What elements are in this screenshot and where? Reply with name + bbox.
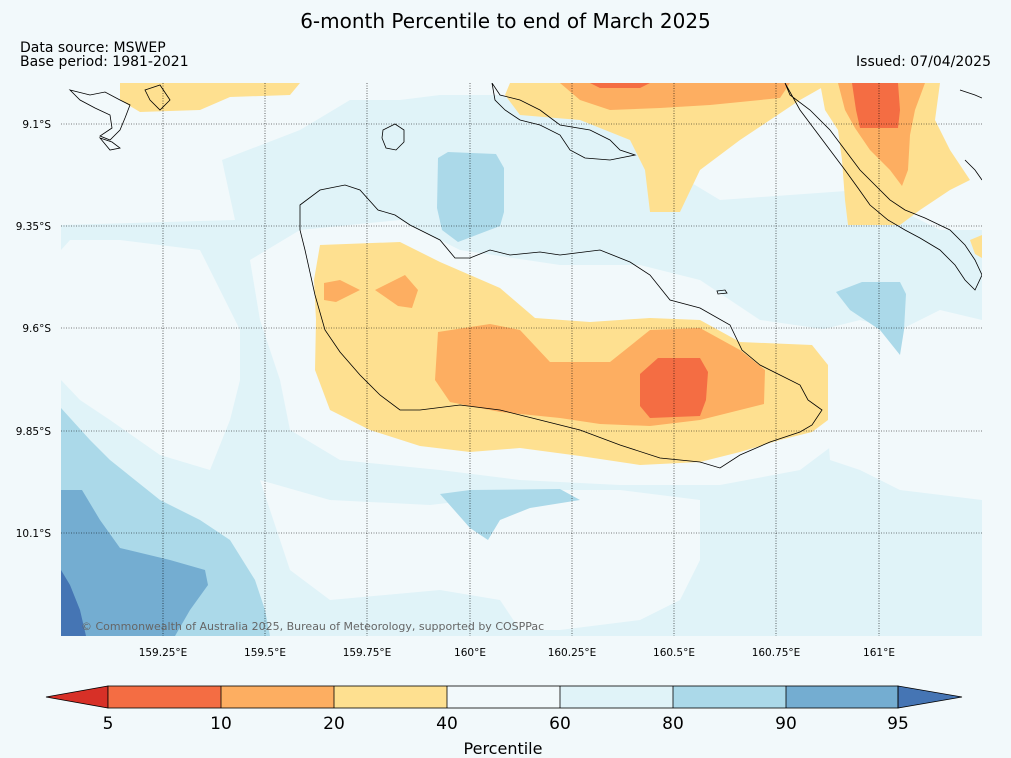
band-40-60-lower (260, 480, 700, 630)
colorbar-segment-5-10 (108, 686, 221, 708)
colorbar-tick: 95 (887, 714, 909, 734)
lat-label: 10.1°S (16, 528, 52, 540)
lon-label: 160.25°E (548, 647, 597, 659)
band-10-20-top-centre (560, 83, 790, 110)
colorbar-segment-10-20 (221, 686, 334, 708)
lat-label: 9.35°S (16, 221, 52, 233)
colorbar-segment-60-80 (560, 686, 673, 708)
coastline-guadalcanal (299, 184, 823, 469)
lat-label: 9.6°S (22, 323, 51, 335)
map-area (61, 83, 982, 636)
colorbar-frame (107, 685, 899, 709)
colorbar-segment-90-95 (786, 686, 898, 708)
colorbar-label: Percentile (464, 739, 543, 758)
map-title: 6-month Percentile to end of March 2025 (300, 9, 711, 33)
band-40-60-mid-right (820, 310, 982, 500)
coastlines (68, 83, 982, 469)
colorbar-dividers (220, 686, 787, 708)
band-above-95-southwest (61, 570, 86, 636)
band-5-10-top-centre (590, 83, 650, 88)
lat-label: 9.1°S (22, 119, 51, 131)
colorbar-tick: 5 (103, 714, 114, 734)
colorbar-tick: 90 (775, 714, 797, 734)
colorbar-ticks: 5 10 20 40 60 80 90 95 (103, 714, 909, 734)
colorbar: 5 10 20 40 60 80 90 95 Percentile (45, 685, 963, 758)
band-10-20-west-blob-1 (324, 280, 360, 302)
colorbar-extend-low (45, 685, 109, 709)
band-5-10-top-right (852, 83, 900, 128)
colorbar-tick: 60 (549, 714, 571, 734)
band-80-90-south-centre (440, 489, 580, 540)
colorbar-tick: 20 (323, 714, 345, 734)
band-10-20-west-blob-2 (375, 275, 418, 308)
colorbar-segment-40-60 (447, 686, 560, 708)
longitude-labels: 159.25°E 159.5°E 159.75°E 160°E 160.25°E… (139, 647, 895, 659)
coastline-savo-island (381, 123, 405, 151)
band-80-90-north (437, 152, 504, 242)
colorbar-tick: 10 (210, 714, 232, 734)
base-period-label: Base period: 1981-2021 (20, 54, 189, 70)
graticule (61, 83, 982, 636)
colorbar-segment-80-90 (673, 686, 786, 708)
issued-date-label: Issued: 07/04/2025 (856, 54, 991, 70)
band-20-40-top-centre (505, 83, 830, 212)
copyright-notice: © Commonwealth of Australia 2025, Bureau… (81, 620, 544, 633)
colorbar-segment-20-40 (334, 686, 447, 708)
colorbar-tick: 40 (436, 714, 458, 734)
data-source-label: Data source: MSWEP (20, 40, 166, 56)
band-90-95-southwest (61, 490, 208, 636)
band-80-90-east (836, 282, 906, 355)
coastline-east-edge (959, 89, 982, 181)
colorbar-tick: 80 (662, 714, 684, 734)
lon-label: 159.75°E (343, 647, 392, 659)
colorbar-extend-high (897, 685, 963, 709)
band-20-40-right-edge (970, 235, 982, 258)
lon-label: 159.5°E (244, 647, 286, 659)
band-40-60-left (61, 240, 240, 470)
lat-label: 9.85°S (16, 426, 52, 438)
coastline-malaita (491, 83, 637, 161)
lon-label: 159.25°E (139, 647, 188, 659)
lon-label: 160.75°E (752, 647, 801, 659)
coastline-florida-islands (68, 84, 171, 151)
coastline-makira (784, 83, 982, 291)
coastline-islet (716, 289, 728, 295)
lon-label: 160°E (454, 647, 486, 659)
latitude-labels: 9.1°S 9.35°S 9.6°S 9.85°S 10.1°S (16, 119, 52, 540)
lon-label: 160.5°E (653, 647, 695, 659)
lon-label: 161°E (863, 647, 895, 659)
